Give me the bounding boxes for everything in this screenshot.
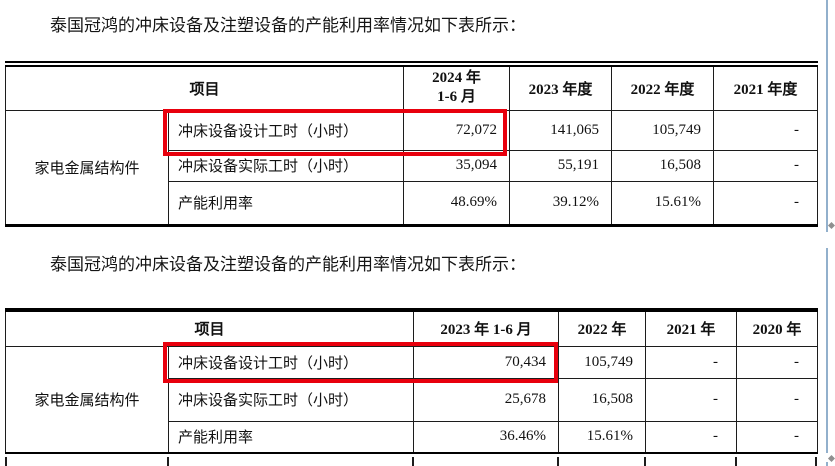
divider: [735, 457, 737, 466]
design-hours-2023: 141,065: [509, 109, 613, 151]
header-item: 项目: [4, 309, 415, 347]
design-hours-2023h1: 70,434: [413, 345, 560, 379]
table-row: 产能利用率 36.46% 15.61% - -: [6, 420, 819, 454]
anchor-mark-icon: [827, 454, 835, 463]
utilization-2021: -: [713, 180, 819, 226]
page-edge-line: [826, 0, 828, 232]
table-row: 家电金属结构件 冲床设备设计工时（小时） 72,072 141,065 105,…: [5, 109, 819, 226]
anchor-mark-icon: [827, 221, 835, 230]
header-2021: 2021 年度: [713, 63, 819, 111]
utilization-2021: -: [645, 420, 738, 454]
design-hours-label: 冲床设备设计工时（小时）: [167, 109, 405, 151]
utilization-2024: 48.69%: [403, 180, 511, 226]
table-row: 产能利用率 48.69% 39.12% 15.61% -: [6, 180, 819, 226]
actual-hours-2021: -: [713, 149, 819, 182]
highlight-box-design-hours-2023: [163, 342, 558, 383]
design-hours-2021: -: [645, 345, 738, 379]
actual-hours-2020: -: [736, 377, 819, 422]
utilization-2022: 15.61%: [558, 420, 647, 454]
header-2023: 2023 年度: [509, 63, 613, 111]
header-2023-h1: 2023 年 1-6 月: [413, 309, 560, 347]
design-hours-2022: 105,749: [611, 109, 715, 151]
utilization-2023h1: 36.46%: [413, 420, 560, 454]
utilization-2023: 39.12%: [509, 180, 613, 226]
divider: [412, 457, 414, 466]
actual-hours-2023: 55,191: [509, 149, 613, 182]
actual-hours-label: 冲床设备实际工时（小时）: [167, 377, 415, 422]
divider: [644, 457, 646, 466]
capacity-table-2023h1: 项目 2023 年 1-6 月 2022 年 2021 年 2020 年 家电金…: [4, 308, 819, 454]
table-row: 冲床设备实际工时（小时） 25,678 16,508 - -: [6, 377, 819, 422]
page-edge-line: [826, 248, 828, 453]
divider: [557, 457, 559, 466]
group-label-cell: 家电金属结构件: [5, 109, 169, 226]
design-hours-2021: -: [713, 109, 819, 151]
table1-caption: 泰国冠鸿的冲床设备及注塑设备的产能利用率情况如下表所示：: [50, 16, 526, 35]
divider: [167, 457, 169, 466]
header-2020: 2020 年: [736, 309, 819, 347]
table-row: 家电金属结构件 冲床设备设计工时（小时） 70,434 105,749 - -: [5, 345, 819, 454]
design-hours-2022: 105,749: [558, 345, 647, 379]
design-hours-2024: 72,072: [403, 109, 511, 151]
actual-hours-2022: 16,508: [611, 149, 715, 182]
header-2021: 2021 年: [645, 309, 738, 347]
actual-hours-2021: -: [645, 377, 738, 422]
table-header-row: 项目 2024 年 1-6 月 2023 年度 2022 年度 2021 年度: [4, 63, 819, 111]
table2-caption: 泰国冠鸿的冲床设备及注塑设备的产能利用率情况如下表所示：: [50, 255, 526, 274]
utilization-label: 产能利用率: [167, 420, 415, 454]
divider: [5, 457, 7, 466]
utilization-2020: -: [736, 420, 819, 454]
header-item: 项目: [4, 63, 405, 111]
design-hours-2020: -: [736, 345, 819, 379]
utilization-label: 产能利用率: [167, 180, 405, 226]
group-label-cell: 家电金属结构件: [5, 345, 169, 454]
actual-hours-2022: 16,508: [558, 377, 647, 422]
actual-hours-2023h1: 25,678: [413, 377, 560, 422]
divider: [815, 457, 817, 466]
design-hours-label: 冲床设备设计工时（小时）: [167, 345, 415, 379]
utilization-2022: 15.61%: [611, 180, 715, 226]
highlight-box-design-hours-2024: [163, 109, 507, 156]
header-2024-h1: 2024 年 1-6 月: [403, 63, 511, 111]
table-header-row: 项目 2023 年 1-6 月 2022 年 2021 年 2020 年: [4, 309, 819, 347]
page-edge-line: [826, 462, 828, 466]
header-2022: 2022 年: [558, 309, 647, 347]
header-2022: 2022 年度: [611, 63, 715, 111]
